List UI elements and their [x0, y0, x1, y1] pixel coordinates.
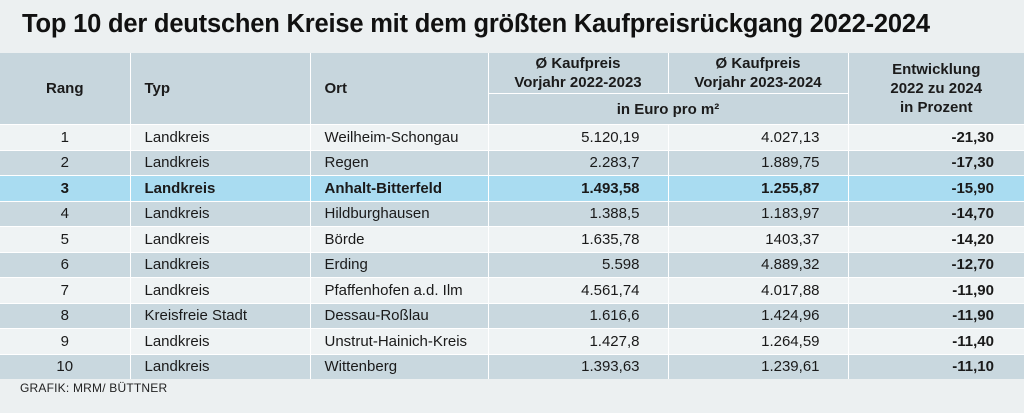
cell-typ: Landkreis	[129, 353, 310, 379]
cell-typ: Landkreis	[129, 328, 310, 354]
cell-typ: Kreisfreie Stadt	[129, 302, 310, 329]
cell-entwicklung: -15,90	[847, 175, 1024, 201]
cell-price-2023-2024: 1.264,59	[667, 328, 848, 354]
header-entwicklung-line2: 2022 zu 2024	[890, 80, 983, 97]
ranking-table: Rang Typ Ort Ø Kaufpreis Vorjahr 2022-20…	[0, 53, 1024, 379]
cell-price-2022-2023: 5.598	[487, 251, 668, 278]
cell-entwicklung: -11,90	[847, 277, 1024, 303]
cell-price-2022-2023: 1.388,5	[487, 200, 668, 227]
cell-price-2023-2024: 4.017,88	[667, 277, 848, 303]
table-row: 8 Kreisfreie Stadt Dessau-Roßlau 1.616,6 1.4…	[0, 302, 1024, 329]
cell-rang: 2	[0, 149, 130, 176]
cell-entwicklung: -14,70	[847, 200, 1024, 227]
cell-price-2023-2024: 4.027,13	[667, 124, 848, 150]
cell-typ: Landkreis	[129, 149, 310, 176]
cell-price-2023-2024: 1.239,61	[667, 353, 848, 379]
table-row: 5 Landkreis Börde 1.635,78 1403,37 -14,20	[0, 226, 1024, 252]
cell-entwicklung: -21,30	[847, 124, 1024, 150]
cell-rang: 9	[0, 328, 130, 354]
cell-rang: 7	[0, 277, 130, 303]
cell-typ: Landkreis	[129, 226, 310, 252]
cell-rang: 5	[0, 226, 130, 252]
cell-price-2022-2023: 1.616,6	[487, 302, 668, 329]
table-row: 9 Landkreis Unstrut-Hainich-Kreis 1.427,8 1.…	[0, 328, 1024, 354]
cell-ort: Börde	[309, 226, 488, 252]
cell-typ: Landkreis	[129, 175, 310, 201]
header-unit: in Euro pro m²	[487, 93, 848, 125]
cell-entwicklung: -17,30	[847, 149, 1024, 176]
header-price-2023-2024-line2: Vorjahr 2023-2024	[694, 74, 822, 91]
cell-rang: 1	[0, 124, 130, 150]
table-row: 4 Landkreis Hildburghausen 1.388,5 1.183,97-…	[0, 200, 1024, 227]
cell-price-2022-2023: 1.493,58	[487, 175, 668, 201]
cell-rang: 3	[0, 175, 130, 201]
table-row: 2 Landkreis Regen 2.283,7 1.889,75 -17,30	[0, 149, 1024, 176]
cell-rang: 4	[0, 200, 130, 227]
header-price-2022-2023-line1: Ø Kaufpreis	[535, 55, 621, 72]
header-price-2022-2023: Ø Kaufpreis Vorjahr 2022-2023	[487, 53, 668, 94]
cell-ort: Unstrut-Hainich-Kreis	[309, 328, 488, 354]
cell-typ: Landkreis	[129, 200, 310, 227]
cell-ort: Weilheim-Schongau	[309, 124, 488, 150]
table-row: 10 Landkreis Wittenberg 1.393,63 1.239,61 -11…	[0, 353, 1024, 379]
cell-rang: 6	[0, 251, 130, 278]
cell-price-2023-2024: 1.889,75	[667, 149, 848, 176]
header-price-2022-2023-line2: Vorjahr 2022-2023	[514, 74, 642, 91]
cell-ort: Regen	[309, 149, 488, 176]
cell-entwicklung: -12,70	[847, 251, 1024, 278]
cell-ort: Dessau-Roßlau	[309, 302, 488, 329]
cell-price-2023-2024: 1403,37	[667, 226, 848, 252]
cell-rang: 10	[0, 353, 130, 379]
cell-ort: Anhalt-Bitterfeld	[309, 175, 488, 201]
cell-price-2022-2023: 1.393,63	[487, 353, 668, 379]
cell-entwicklung: -11,40	[847, 328, 1024, 354]
header-rang: Rang	[0, 53, 130, 125]
cell-price-2023-2024: 1.255,87	[667, 175, 848, 201]
header-price-2023-2024-line1: Ø Kaufpreis	[715, 55, 801, 72]
cell-price-2022-2023: 5.120,19	[487, 124, 668, 150]
cell-price-2022-2023: 4.561,74	[487, 277, 668, 303]
header-entwicklung-line1: Entwicklung	[892, 61, 981, 78]
table-row-highlighted: 3 Landkreis Anhalt-Bitterfeld 1.493,58 1.255…	[0, 175, 1024, 201]
cell-price-2023-2024: 1.183,97	[667, 200, 848, 227]
header-price-2023-2024: Ø Kaufpreis Vorjahr 2023-2024	[667, 53, 848, 94]
table-row: 6 Landkreis Erding 5.598 4.889,32 -12,70	[0, 251, 1024, 278]
cell-entwicklung: -11,90	[847, 302, 1024, 329]
cell-price-2023-2024: 4.889,32	[667, 251, 848, 278]
table-row: 1 Landkreis Weilheim-Schongau 5.120,19 4.027…	[0, 124, 1024, 150]
cell-ort: Wittenberg	[309, 353, 488, 379]
table-row: 7 Landkreis Pfaffenhofen a.d. Ilm 4.561,74 4…	[0, 277, 1024, 303]
cell-entwicklung: -14,20	[847, 226, 1024, 252]
header-entwicklung-line3: in Prozent	[899, 99, 973, 116]
cell-typ: Landkreis	[129, 251, 310, 278]
cell-ort: Erding	[309, 251, 488, 278]
cell-typ: Landkreis	[129, 124, 310, 150]
cell-price-2022-2023: 1.427,8	[487, 328, 668, 354]
cell-rang: 8	[0, 302, 130, 329]
cell-typ: Landkreis	[129, 277, 310, 303]
cell-price-2023-2024: 1.424,96	[667, 302, 848, 329]
header-ort: Ort	[309, 53, 488, 125]
cell-ort: Pfaffenhofen a.d. Ilm	[309, 277, 488, 303]
cell-entwicklung: -11,10	[847, 353, 1024, 379]
table-body: 1 Landkreis Weilheim-Schongau 5.120,19 4.027…	[0, 124, 1024, 379]
page-title: Top 10 der deutschen Kreise mit dem größ…	[22, 10, 930, 38]
cell-price-2022-2023: 2.283,7	[487, 149, 668, 176]
header-entwicklung: Entwicklung 2022 zu 2024 in Prozent	[847, 53, 1024, 125]
cell-price-2022-2023: 1.635,78	[487, 226, 668, 252]
source-credit: GRAFIK: MRM/ BÜTTNER	[20, 381, 168, 395]
cell-ort: Hildburghausen	[309, 200, 488, 227]
header-typ: Typ	[129, 53, 310, 125]
